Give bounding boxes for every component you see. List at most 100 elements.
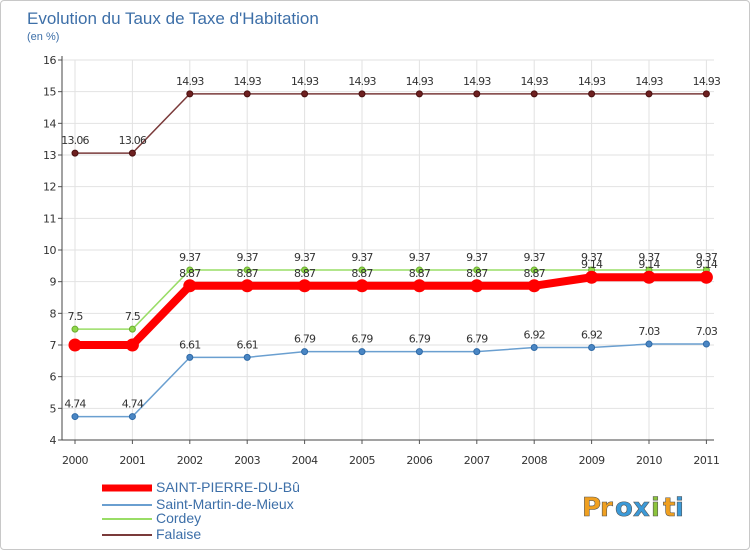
data-label-saint-pierre-du-b-: 8.87 — [294, 267, 316, 280]
data-label-saint-martin-de-mieux: 6.79 — [294, 333, 316, 346]
data-label-saint-pierre-du-b-: 8.87 — [466, 267, 488, 280]
data-label-cordey: 9.37 — [351, 251, 373, 264]
data-label-saint-martin-de-mieux: 7.03 — [696, 325, 718, 338]
data-point-saint-martin-de-mieux — [530, 344, 538, 352]
y-tick-label: 8 — [50, 307, 57, 320]
data-point-falaise — [128, 149, 136, 157]
data-point-falaise — [702, 90, 710, 98]
data-label-cordey: 9.37 — [409, 251, 431, 264]
data-point-saint-pierre-du-b- — [355, 279, 369, 293]
data-point-saint-pierre-du-b- — [240, 279, 254, 293]
data-point-saint-pierre-du-b- — [699, 270, 713, 284]
data-label-falaise: 14.93 — [693, 75, 721, 88]
data-point-saint-martin-de-mieux — [473, 348, 481, 356]
data-label-saint-pierre-du-b-: 9.14 — [696, 258, 718, 271]
data-label-cordey: 9.37 — [294, 251, 316, 264]
data-point-saint-martin-de-mieux — [415, 348, 423, 356]
data-label-cordey: 9.37 — [638, 251, 660, 264]
data-point-saint-pierre-du-b- — [585, 270, 599, 284]
data-point-falaise — [473, 90, 481, 98]
legend-label-cordey: Cordey — [156, 510, 201, 526]
x-tick-label: 2009 — [579, 454, 605, 467]
legend-label-saint-pierre-du-b-: SAINT-PIERRE-DU-Bû — [156, 479, 300, 495]
data-label-cordey: 9.37 — [524, 251, 546, 264]
data-point-saint-martin-de-mieux — [301, 348, 309, 356]
data-label-saint-pierre-du-b-: 9.14 — [638, 258, 660, 271]
data-label-cordey: 9.37 — [237, 251, 259, 264]
data-point-saint-pierre-du-b- — [412, 279, 426, 293]
data-label-cordey: 7.5 — [125, 310, 141, 323]
brand-letter: i — [675, 493, 684, 523]
series-line-cordey — [75, 269, 707, 330]
brand-letter: i — [651, 493, 660, 523]
data-point-saint-martin-de-mieux — [702, 340, 710, 348]
data-label-falaise: 13.06 — [61, 134, 89, 147]
data-label-saint-martin-de-mieux: 6.79 — [466, 333, 488, 346]
data-point-saint-pierre-du-b- — [183, 279, 197, 293]
data-label-saint-martin-de-mieux: 6.92 — [524, 329, 545, 342]
data-label-falaise: 14.93 — [520, 75, 548, 88]
data-point-saint-pierre-du-b- — [125, 338, 139, 352]
data-point-falaise — [243, 90, 251, 98]
data-label-falaise: 14.93 — [233, 75, 261, 88]
data-point-falaise — [415, 90, 423, 98]
x-tick-label: 2006 — [406, 454, 432, 467]
y-tick-label: 11 — [43, 212, 56, 225]
data-point-cordey — [128, 325, 136, 333]
data-point-saint-martin-de-mieux — [71, 413, 79, 421]
data-label-saint-pierre-du-b-: 8.87 — [179, 267, 201, 280]
data-label-falaise: 14.93 — [463, 75, 491, 88]
data-point-cordey — [186, 266, 194, 274]
data-point-falaise — [71, 149, 79, 157]
x-tick-label: 2002 — [177, 454, 203, 467]
data-point-falaise — [530, 90, 538, 98]
chart-subtitle: (en %) — [27, 31, 59, 43]
x-tick-label: 2003 — [234, 454, 260, 467]
data-label-falaise: 14.93 — [635, 75, 663, 88]
data-label-falaise: 14.93 — [176, 75, 204, 88]
data-point-cordey — [415, 266, 423, 274]
data-label-saint-martin-de-mieux: 6.79 — [351, 333, 373, 346]
data-point-saint-martin-de-mieux — [128, 413, 136, 421]
data-point-falaise — [186, 90, 194, 98]
data-point-falaise — [588, 90, 596, 98]
data-label-saint-martin-de-mieux: 4.74 — [122, 398, 144, 411]
data-label-falaise: 14.93 — [406, 75, 434, 88]
y-tick-label: 5 — [50, 402, 57, 415]
data-label-saint-martin-de-mieux: 4.74 — [64, 398, 86, 411]
data-label-cordey: 9.37 — [581, 251, 603, 264]
y-tick-label: 12 — [43, 181, 56, 194]
data-label-falaise: 14.93 — [348, 75, 376, 88]
x-tick-label: 2004 — [292, 454, 318, 467]
data-label-saint-pierre-du-b-: 8.87 — [409, 267, 431, 280]
chart-title: Evolution du Taux de Taxe d'Habitation — [27, 9, 319, 28]
legend-label-saint-martin-de-mieux: Saint-Martin-de-Mieux — [156, 496, 294, 512]
series-line-saint-martin-de-mieux — [75, 343, 707, 418]
y-tick-label: 13 — [43, 149, 56, 162]
data-point-saint-pierre-du-b- — [470, 279, 484, 293]
data-label-saint-martin-de-mieux: 7.03 — [638, 325, 660, 338]
x-tick-label: 2008 — [521, 454, 547, 467]
x-tick-label: 2011 — [693, 454, 719, 467]
data-point-saint-pierre-du-b- — [68, 338, 82, 352]
y-tick-label: 6 — [50, 371, 57, 384]
data-label-cordey: 9.37 — [179, 251, 201, 264]
brand-letter: t — [663, 493, 675, 523]
data-label-saint-pierre-du-b-: 8.87 — [524, 267, 546, 280]
x-tick-label: 2000 — [62, 454, 88, 467]
data-label-saint-martin-de-mieux: 6.92 — [581, 329, 602, 342]
data-point-saint-martin-de-mieux — [186, 353, 194, 361]
data-point-falaise — [301, 90, 309, 98]
x-tick-label: 2010 — [636, 454, 662, 467]
y-tick-label: 16 — [43, 54, 56, 67]
x-tick-label: 2005 — [349, 454, 375, 467]
data-point-saint-martin-de-mieux — [645, 340, 653, 348]
data-point-cordey — [71, 325, 79, 333]
x-tick-label: 2007 — [464, 454, 490, 467]
data-label-falaise: 14.93 — [578, 75, 606, 88]
y-tick-label: 4 — [50, 434, 57, 447]
data-label-saint-martin-de-mieux: 6.79 — [409, 333, 431, 346]
proxiti-logo: Pr o x i t i — [582, 493, 685, 524]
data-label-cordey: 9.37 — [466, 251, 488, 264]
